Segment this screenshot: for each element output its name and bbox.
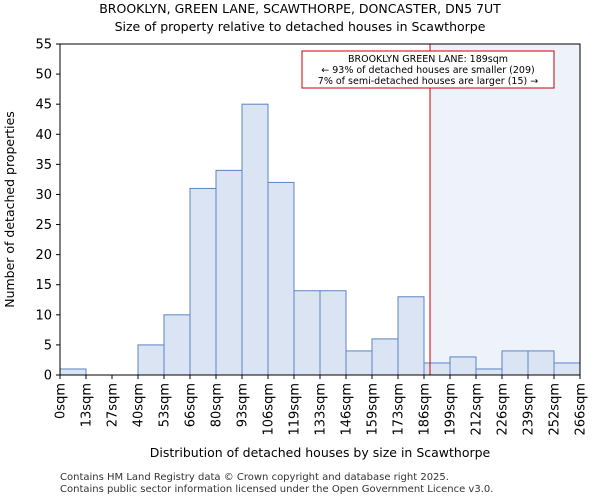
x-tick-label: 252sqm [548, 383, 563, 436]
x-tick-label: 146sqm [340, 383, 355, 436]
x-tick-label: 27sqm [106, 383, 121, 427]
x-tick-label: 53sqm [158, 383, 173, 427]
y-tick-label: 35 [35, 158, 52, 173]
annotation-larger: 7% of semi-detached houses are larger (1… [318, 76, 538, 87]
y-tick-label: 25 [35, 218, 52, 233]
highlight-region [430, 44, 580, 375]
annotation-box [301, 50, 555, 89]
histogram-bar [345, 350, 373, 376]
histogram-bar [449, 356, 477, 376]
footer-line-2: Contains public sector information licen… [60, 484, 494, 495]
x-tick-label: 266sqm [574, 383, 589, 436]
annotation-smaller: ← 93% of detached houses are smaller (20… [321, 65, 534, 76]
y-tick-label: 5 [44, 338, 52, 353]
x-tick-label: 80sqm [210, 383, 225, 427]
x-tick-label: 93sqm [236, 383, 251, 427]
histogram-bar [371, 338, 399, 376]
histogram-bar [527, 350, 555, 376]
footer-line-1: Contains HM Land Registry data © Crown c… [60, 472, 449, 483]
x-tick-label: 119sqm [288, 383, 303, 436]
x-tick-label: 239sqm [522, 383, 537, 436]
x-tick-label: 199sqm [444, 383, 459, 436]
y-tick-label: 55 [35, 38, 52, 53]
histogram-bar [59, 368, 87, 376]
annotation-title: BROOKLYN GREEN LANE: 189sqm [348, 54, 508, 65]
y-tick-label: 45 [35, 98, 52, 113]
x-tick-label: 212sqm [470, 383, 485, 436]
x-tick-label: 173sqm [392, 383, 407, 436]
histogram-bar [319, 290, 347, 376]
x-tick-label: 13sqm [80, 383, 95, 427]
y-tick-label: 50 [35, 68, 52, 83]
y-tick-label: 30 [35, 188, 52, 203]
histogram-bar [553, 362, 581, 376]
chart-subtitle: Size of property relative to detached ho… [114, 19, 486, 34]
histogram-bar [475, 368, 503, 376]
histogram-bar [293, 290, 321, 376]
histogram-bar [241, 103, 269, 376]
x-axis-label: Distribution of detached houses by size … [150, 445, 491, 460]
histogram-bar [137, 344, 165, 376]
chart-title: BROOKLYN, GREEN LANE, SCAWTHORPE, DONCAS… [99, 1, 501, 16]
y-tick-label: 15 [35, 278, 52, 293]
x-tick-label: 186sqm [418, 383, 433, 436]
y-tick-label: 10 [35, 308, 52, 323]
histogram-bar [423, 362, 451, 376]
x-tick-label: 0sqm [54, 383, 69, 419]
x-tick-label: 226sqm [496, 383, 511, 436]
x-tick-label: 133sqm [314, 383, 329, 436]
x-tick-label: 40sqm [132, 383, 147, 427]
x-tick-label: 66sqm [184, 383, 199, 427]
x-tick-label: 159sqm [366, 383, 381, 436]
x-tick-label: 106sqm [262, 383, 277, 436]
histogram-bar [189, 187, 217, 376]
y-tick-label: 0 [44, 369, 52, 384]
y-axis-label: Number of detached properties [2, 111, 17, 308]
histogram-bar [215, 169, 243, 376]
y-tick-label: 40 [35, 128, 52, 143]
histogram-bar [163, 314, 191, 376]
histogram-bar [267, 181, 295, 376]
histogram-bar [501, 350, 529, 376]
histogram-bar [397, 296, 425, 376]
y-tick-label: 20 [35, 248, 52, 263]
